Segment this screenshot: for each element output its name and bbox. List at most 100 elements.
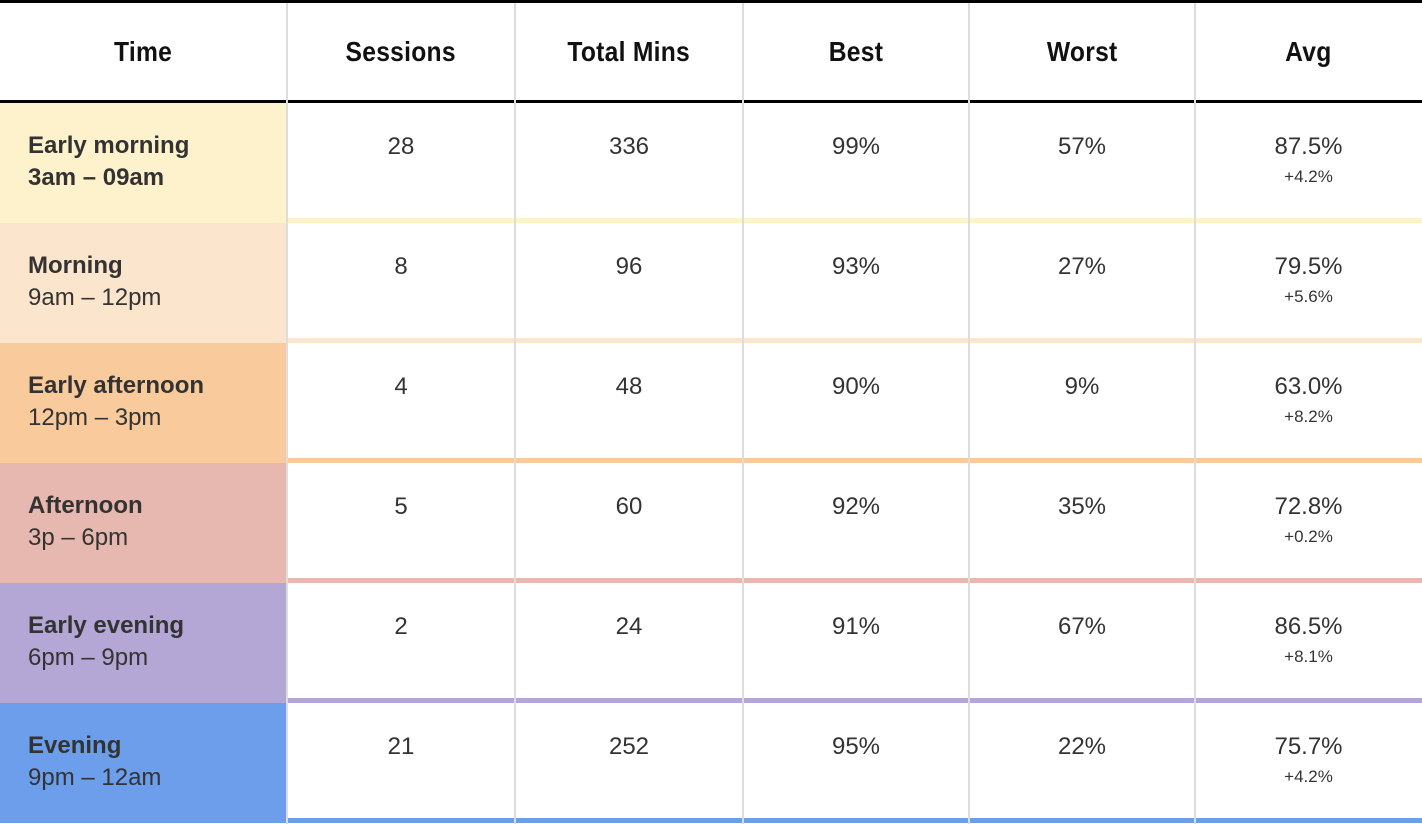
value: 93%	[831, 253, 881, 280]
value: 2	[394, 613, 408, 640]
value: 5	[394, 493, 408, 520]
value-cell: 9%	[969, 373, 1195, 401]
column-divider	[1194, 3, 1196, 824]
column-header: Total Mins	[515, 3, 743, 100]
header-rule	[0, 100, 1422, 103]
time-label: Early evening	[28, 612, 185, 639]
column-header: Avg	[1195, 3, 1422, 100]
value-cell: 22%	[969, 733, 1195, 761]
value-cell: 93%	[743, 253, 969, 281]
value: 48	[615, 373, 643, 400]
value-cell: 252	[515, 733, 743, 761]
value: 75.7%	[1274, 733, 1343, 760]
value-cell: 91%	[743, 613, 969, 641]
value-cell: 87.5% +4.2%	[1195, 133, 1422, 187]
value: 9%	[1064, 373, 1100, 400]
column-divider	[514, 3, 516, 824]
column-header: Worst	[969, 3, 1195, 100]
row-color-stripe	[0, 458, 1422, 463]
value: 252	[608, 733, 650, 760]
column-header: Best	[743, 3, 969, 100]
time-cell: Afternoon 3p – 6pm	[0, 463, 287, 578]
time-label: Morning	[28, 252, 123, 279]
value-cell: 72.8% +0.2%	[1195, 493, 1422, 547]
avg-change: +5.6%	[1284, 287, 1333, 306]
column-header-text: Best	[828, 35, 884, 67]
column-divider	[742, 3, 744, 824]
value-cell: 28	[287, 133, 515, 161]
value: 27%	[1057, 253, 1107, 280]
value-cell: 35%	[969, 493, 1195, 521]
time-range: 3p – 6pm	[28, 524, 129, 551]
time-cell: Early morning 3am – 09am	[0, 103, 287, 218]
column-header-text: Worst	[1046, 35, 1118, 67]
value-cell: 57%	[969, 133, 1195, 161]
value: 63.0%	[1274, 373, 1343, 400]
value: 57%	[1057, 133, 1107, 160]
value-cell: 8	[287, 253, 515, 281]
value-cell: 4	[287, 373, 515, 401]
time-range: 9am – 12pm	[28, 284, 162, 311]
column-header-text: Time	[114, 35, 173, 67]
time-label: Afternoon	[28, 492, 143, 519]
value: 79.5%	[1274, 253, 1343, 280]
value: 95%	[831, 733, 881, 760]
value: 22%	[1057, 733, 1107, 760]
value-cell: 2	[287, 613, 515, 641]
value-cell: 86.5% +8.1%	[1195, 613, 1422, 667]
value-cell: 95%	[743, 733, 969, 761]
value: 72.8%	[1274, 493, 1343, 520]
value-cell: 27%	[969, 253, 1195, 281]
value: 96	[615, 253, 643, 280]
avg-change: +0.2%	[1284, 527, 1333, 546]
row-color-stripe	[0, 578, 1422, 583]
time-cell: Evening 9pm – 12am	[0, 703, 287, 818]
time-label: Evening	[28, 732, 122, 759]
value-cell: 92%	[743, 493, 969, 521]
time-cell: Early evening 6pm – 9pm	[0, 583, 287, 698]
value: 67%	[1057, 613, 1107, 640]
column-header: Time	[0, 3, 287, 100]
column-header-text: Avg	[1285, 35, 1332, 67]
value: 336	[608, 133, 650, 160]
value-cell: 99%	[743, 133, 969, 161]
avg-change: +8.2%	[1284, 407, 1333, 426]
value-cell: 75.7% +4.2%	[1195, 733, 1422, 787]
value-cell: 24	[515, 613, 743, 641]
value: 92%	[831, 493, 881, 520]
value-cell: 5	[287, 493, 515, 521]
column-header-text: Total Mins	[567, 35, 691, 67]
value-cell: 79.5% +5.6%	[1195, 253, 1422, 307]
value: 99%	[831, 133, 881, 160]
avg-change: +4.2%	[1284, 167, 1333, 186]
time-range: 12pm – 3pm	[28, 404, 162, 431]
avg-change: +8.1%	[1284, 647, 1333, 666]
time-range: 3am – 09am	[28, 164, 165, 191]
value-cell: 60	[515, 493, 743, 521]
column-header: Sessions	[287, 3, 515, 100]
value: 60	[615, 493, 643, 520]
value: 28	[387, 133, 415, 160]
column-divider	[286, 3, 288, 824]
value: 86.5%	[1274, 613, 1343, 640]
value: 8	[394, 253, 408, 280]
value: 4	[394, 373, 408, 400]
value: 87.5%	[1274, 133, 1343, 160]
avg-change: +4.2%	[1284, 767, 1333, 786]
time-label: Early morning	[28, 132, 190, 159]
value-cell: 67%	[969, 613, 1195, 641]
row-color-stripe	[0, 818, 1422, 823]
time-range: 9pm – 12am	[28, 764, 162, 791]
value: 35%	[1057, 493, 1107, 520]
time-cell: Morning 9am – 12pm	[0, 223, 287, 338]
time-cell: Early afternoon 12pm – 3pm	[0, 343, 287, 458]
value: 24	[615, 613, 643, 640]
row-color-stripe	[0, 698, 1422, 703]
value-cell: 63.0% +8.2%	[1195, 373, 1422, 427]
time-range: 6pm – 9pm	[28, 644, 149, 671]
value-cell: 90%	[743, 373, 969, 401]
value-cell: 96	[515, 253, 743, 281]
value-cell: 21	[287, 733, 515, 761]
column-divider	[968, 3, 970, 824]
